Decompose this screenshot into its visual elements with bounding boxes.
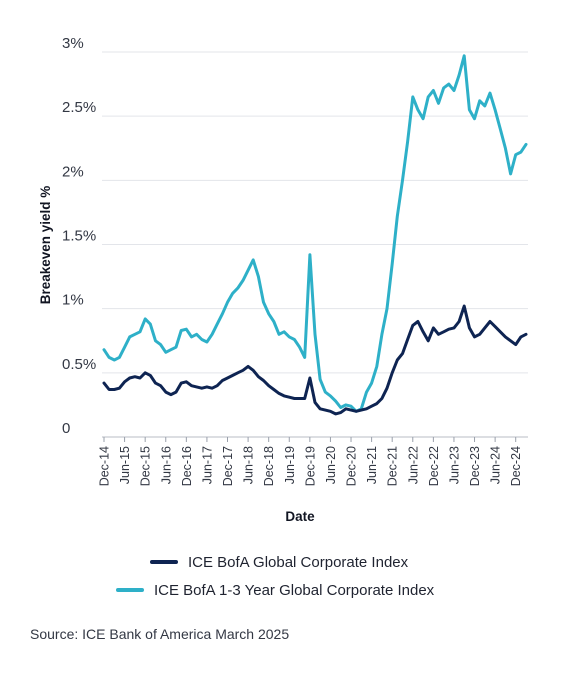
x-tick-label: Jun-23 [447, 446, 461, 484]
y-tick-label: 1% [62, 292, 84, 309]
x-tick-label: Dec-20 [345, 446, 359, 486]
x-tick-label: Dec-17 [221, 446, 235, 486]
x-tick-label: Dec-22 [427, 446, 441, 486]
x-tick-label: Dec-18 [262, 446, 276, 486]
y-tick-label: 1.5% [62, 228, 96, 245]
x-tick-label: Jun-22 [406, 446, 420, 484]
gridlines [102, 51, 528, 438]
x-axis-ticks: Dec-14 Jun-15 Dec-15 Jun-16 Dec-16 Jun-17 Dec-… [98, 437, 523, 486]
y-tick-label: 3% [62, 35, 84, 52]
y-tick-label: 0 [62, 420, 70, 437]
x-tick-label: Jun-19 [283, 446, 297, 484]
legend-swatch-1-3-year [116, 588, 144, 592]
x-tick-label: Dec-15 [139, 446, 153, 486]
legend-label-1-3-year: ICE BofA 1-3 Year Global Corporate Index [154, 581, 435, 599]
legend: ICE BofA Global Corporate Index ICE BofA… [0, 548, 570, 604]
x-tick-label: Jun-17 [200, 446, 214, 484]
legend-item-global-corporate: ICE BofA Global Corporate Index [0, 548, 570, 576]
y-axis-title: Breakeven yield % [38, 186, 53, 305]
x-tick-label: Jun-21 [365, 446, 379, 484]
x-tick-label: Dec-24 [509, 446, 523, 486]
legend-label-global-corporate: ICE BofA Global Corporate Index [188, 553, 409, 571]
x-tick-label: Jun-16 [159, 446, 173, 484]
y-tick-label: 0.5% [62, 356, 96, 373]
x-tick-label: Jun-24 [489, 446, 503, 484]
x-tick-label: Jun-15 [118, 446, 132, 484]
legend-swatch-global-corporate [150, 560, 178, 564]
y-axis-ticks: 0 0.5% 1% 1.5% 2% 2.5% 3% [62, 35, 96, 437]
x-tick-label: Dec-21 [386, 446, 400, 486]
line-chart: 0 0.5% 1% 1.5% 2% 2.5% 3% Dec-14 Jun-15 Dec-15 Ju… [38, 35, 528, 524]
x-tick-label: Jun-20 [324, 446, 338, 484]
x-tick-label: Dec-14 [98, 446, 112, 486]
x-axis-title: Date [285, 509, 315, 524]
x-tick-label: Dec-16 [180, 446, 194, 486]
y-tick-label: 2% [62, 163, 84, 180]
y-tick-label: 2.5% [62, 99, 96, 116]
series-lines [102, 54, 528, 416]
series-line-1-3-year [102, 54, 528, 413]
series-line-global-corporate [102, 304, 528, 416]
x-tick-label: Dec-23 [468, 446, 482, 486]
x-tick-label: Dec-19 [303, 446, 317, 486]
legend-item-1-3-year: ICE BofA 1-3 Year Global Corporate Index [0, 576, 570, 604]
x-tick-label: Jun-18 [242, 446, 256, 484]
source-note: Source: ICE Bank of America March 2025 [30, 626, 290, 642]
